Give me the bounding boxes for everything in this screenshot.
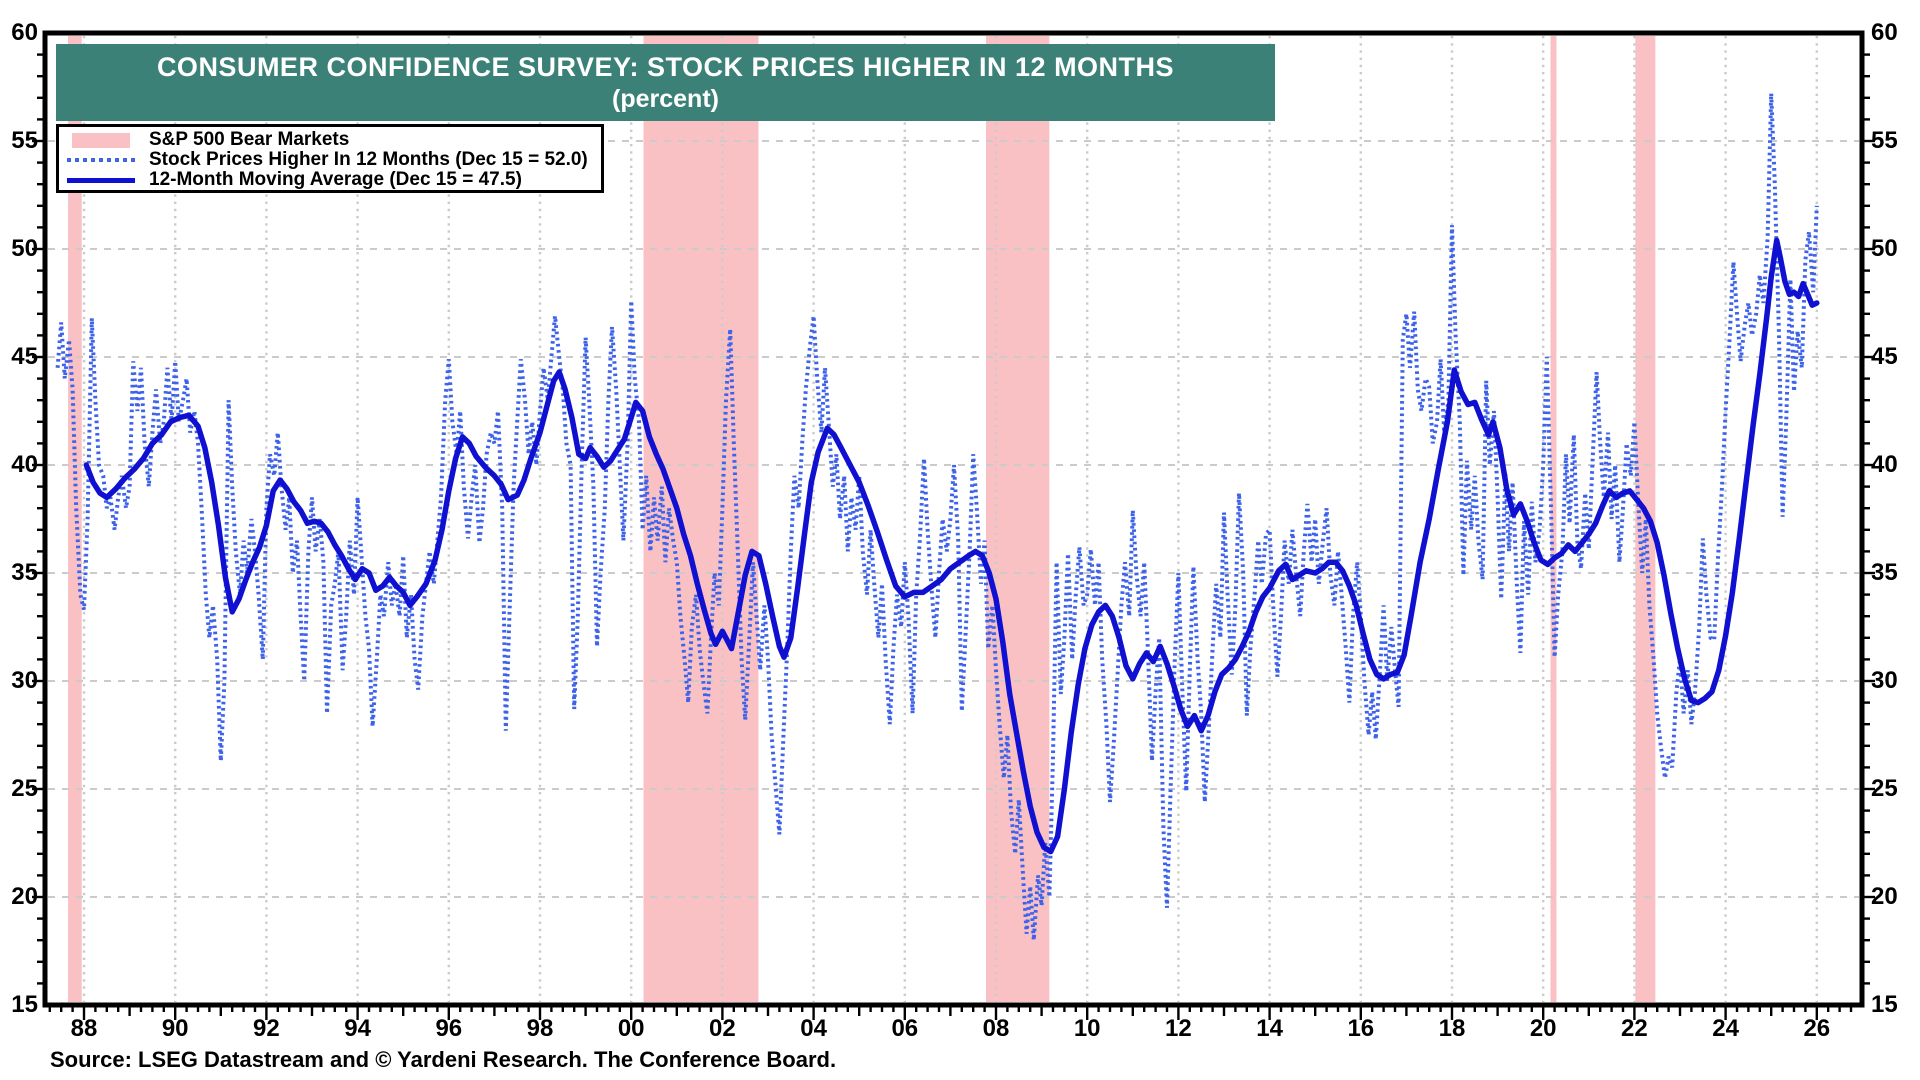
x-axis-label: 04 — [800, 1015, 827, 1042]
x-axis-label: 88 — [70, 1015, 98, 1042]
x-axis-label: 20 — [1529, 1015, 1557, 1042]
bear-market-swatch-icon — [65, 132, 137, 148]
legend-row-bear-markets: S&P 500 Bear Markets — [65, 129, 601, 150]
y-axis-label-right: 55 — [1871, 127, 1898, 154]
source-text: Source: LSEG Datastream and © Yardeni Re… — [50, 1047, 837, 1072]
moving-average-line — [83, 237, 1820, 855]
dotted-line-sample-icon — [65, 158, 137, 162]
x-axis-label: 18 — [1438, 1015, 1466, 1042]
y-axis-label-right: 15 — [1871, 991, 1898, 1018]
x-axis-label: 00 — [617, 1015, 645, 1042]
y-axis-label-left: 20 — [11, 883, 38, 910]
chart-title: CONSUMER CONFIDENCE SURVEY: STOCK PRICES… — [156, 51, 1175, 82]
x-axis-label: 24 — [1712, 1015, 1739, 1042]
legend-label-survey: Stock Prices Higher In 12 Months (Dec 15… — [149, 149, 588, 170]
chart-title-banner: CONSUMER CONFIDENCE SURVEY: STOCK PRICES… — [56, 44, 1275, 121]
y-axis-label-right: 25 — [1871, 775, 1898, 802]
x-axis-label: 96 — [435, 1015, 463, 1042]
legend-label-bear-markets: S&P 500 Bear Markets — [149, 129, 350, 150]
y-axis-label-left: 55 — [11, 127, 38, 154]
legend-row-survey: Stock Prices Higher In 12 Months (Dec 15… — [65, 149, 601, 170]
bear-market-band — [1635, 36, 1656, 1002]
x-axis-label: 22 — [1621, 1015, 1648, 1042]
y-axis-label-right: 60 — [1871, 19, 1898, 46]
x-axis-label: 10 — [1073, 1015, 1101, 1042]
y-axis-label-left: 15 — [11, 991, 38, 1018]
y-axis-label-left: 50 — [11, 235, 38, 262]
y-axis-label-right: 35 — [1871, 559, 1898, 586]
y-axis-label-left: 30 — [11, 667, 38, 694]
x-axis-label: 98 — [526, 1015, 554, 1042]
y-axis-label-right: 20 — [1871, 883, 1898, 910]
x-axis-label: 14 — [1256, 1015, 1283, 1042]
solid-line-sample-icon — [65, 177, 137, 183]
bear-market-band — [643, 36, 759, 1002]
x-axis-label: 92 — [253, 1015, 280, 1042]
x-axis-label: 08 — [982, 1015, 1010, 1042]
x-axis-label: 26 — [1803, 1015, 1831, 1042]
bear-market-band — [68, 36, 82, 1002]
x-axis-label: 94 — [344, 1015, 371, 1042]
x-axis-label: 12 — [1165, 1015, 1192, 1042]
legend-row-moving-average: 12-Month Moving Average (Dec 15 = 47.5) — [65, 169, 601, 190]
chart-subtitle: (percent) — [612, 85, 719, 114]
y-axis-label-left: 25 — [11, 775, 38, 802]
x-axis-label: 90 — [161, 1015, 189, 1042]
x-axis-label: 02 — [709, 1015, 736, 1042]
y-axis-label-left: 60 — [11, 19, 38, 46]
y-axis-label-right: 40 — [1871, 451, 1898, 478]
y-axis-label-right: 45 — [1871, 343, 1898, 370]
x-axis-label: 06 — [891, 1015, 919, 1042]
y-axis-label-left: 45 — [11, 343, 38, 370]
y-axis-label-right: 30 — [1871, 667, 1898, 694]
bear-market-band — [1550, 36, 1557, 1002]
y-axis-label-left: 40 — [11, 451, 38, 478]
y-axis-label-left: 35 — [11, 559, 38, 586]
legend-label-moving-average: 12-Month Moving Average (Dec 15 = 47.5) — [149, 169, 522, 190]
plot-frame — [42, 30, 1865, 1008]
x-axis-label: 16 — [1347, 1015, 1375, 1042]
y-axis-label-right: 50 — [1871, 235, 1898, 262]
chart-legend: S&P 500 Bear Markets Stock Prices Higher… — [56, 124, 604, 193]
